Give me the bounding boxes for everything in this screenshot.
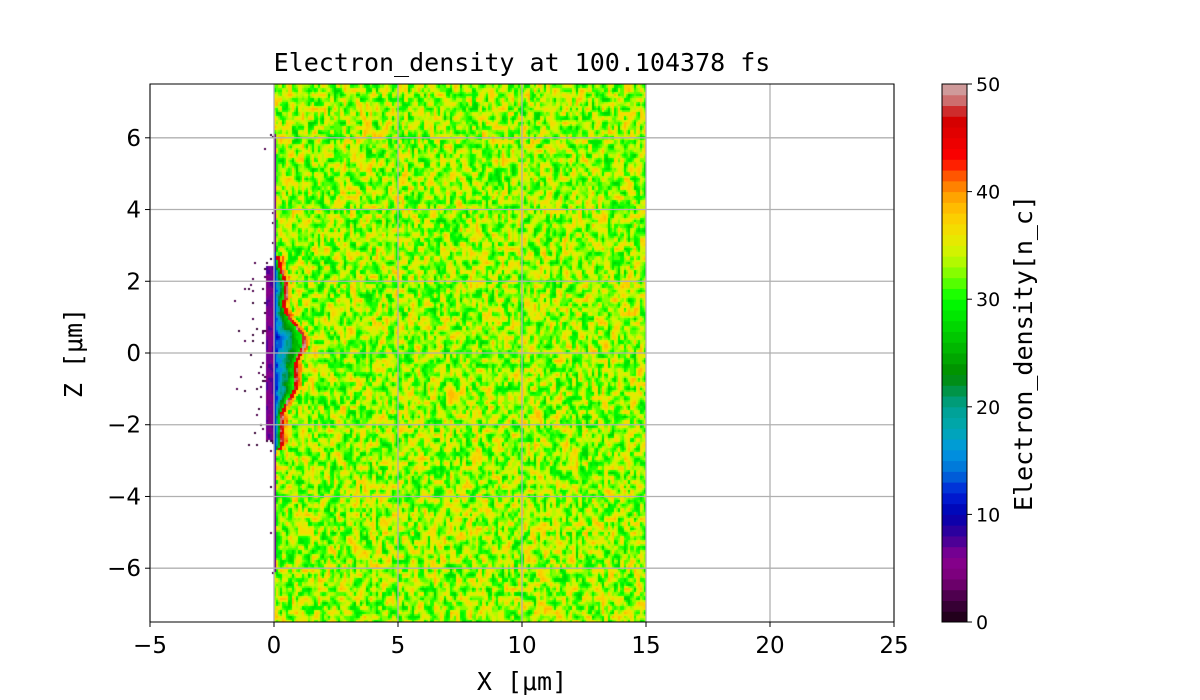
colorbar-level (942, 137, 967, 150)
colorbar-level (942, 116, 967, 128)
colorbar-tick-label: 50 (976, 74, 1000, 96)
y-tick-label: 0 (126, 341, 141, 367)
colorbar-level (942, 482, 967, 494)
colorbar-level (942, 428, 967, 440)
colorbar-level (942, 223, 967, 236)
colorbar-level (942, 546, 967, 558)
colorbar-level (942, 449, 967, 462)
chart-title: Electron_density at 100.104378 fs (273, 48, 771, 77)
x-tick-label: 20 (755, 633, 784, 659)
colorbar-label: Electron_density[n_c] (1009, 195, 1038, 511)
colorbar-level (942, 266, 967, 279)
colorbar-level (942, 331, 967, 343)
colorbar-level (942, 417, 967, 429)
x-tick-label: 0 (267, 633, 282, 659)
colorbar-level (942, 503, 967, 515)
colorbar-level (942, 471, 967, 483)
colorbar-level (942, 105, 967, 117)
colorbar-level (942, 234, 967, 246)
y-tick-label: −2 (107, 413, 141, 439)
colorbar-tick-label: 30 (976, 289, 1000, 311)
colorbar-level (942, 245, 967, 257)
x-tick-label: 10 (507, 633, 536, 659)
y-tick-label: −4 (107, 484, 141, 510)
colorbar-level (942, 525, 967, 537)
colorbar-level (942, 600, 967, 612)
colorbar-tick-label: 20 (976, 397, 1000, 419)
colorbar-level (942, 256, 967, 268)
y-tick-label: 6 (126, 126, 141, 152)
colorbar-level (942, 492, 967, 505)
colorbar-level (942, 557, 967, 569)
colorbar-level (942, 159, 967, 171)
colorbar-level (942, 170, 967, 182)
colorbar-level (942, 568, 967, 580)
colorbar-level (942, 288, 967, 300)
x-axis-label: X [μm] (477, 667, 567, 696)
colorbar-level (942, 611, 967, 623)
colorbar-tick-label: 10 (976, 504, 1000, 526)
x-tick-label: 25 (879, 633, 908, 659)
colorbar-level (942, 299, 967, 311)
colorbar-level (942, 535, 967, 548)
x-tick-label: −5 (133, 633, 167, 659)
y-tick-label: −6 (107, 556, 141, 582)
colorbar-level (942, 578, 967, 591)
y-tick-label: 2 (126, 269, 141, 295)
colorbar-level (942, 213, 967, 225)
colorbar-level (942, 396, 967, 408)
colorbar-level (942, 84, 967, 96)
colorbar-tick-label: 0 (976, 612, 988, 634)
colorbar-level (942, 353, 967, 365)
colorbar-level (942, 439, 967, 451)
colorbar-level (942, 148, 967, 160)
colorbar-level (942, 342, 967, 354)
colorbar-level (942, 309, 967, 322)
colorbar-level (942, 320, 967, 332)
colorbar-level (942, 385, 967, 397)
colorbar-level (942, 406, 967, 419)
colorbar-level (942, 363, 967, 376)
colorbar-level (942, 589, 967, 601)
colorbar-level (942, 202, 967, 214)
x-tick-label: 15 (631, 633, 660, 659)
colorbar-level (942, 514, 967, 526)
colorbar-tick-label: 40 (976, 182, 1000, 204)
colorbar-level (942, 180, 967, 193)
y-axis-label: Z [μm] (59, 308, 88, 398)
colorbar-level (942, 191, 967, 203)
colorbar-level (942, 277, 967, 289)
x-tick-label: 5 (391, 633, 406, 659)
colorbar-level (942, 460, 967, 472)
y-tick-label: 4 (126, 198, 141, 224)
colorbar-level (942, 374, 967, 386)
colorbar-level (942, 127, 967, 139)
colorbar-level (942, 94, 967, 107)
colorbar-frame (941, 83, 968, 623)
